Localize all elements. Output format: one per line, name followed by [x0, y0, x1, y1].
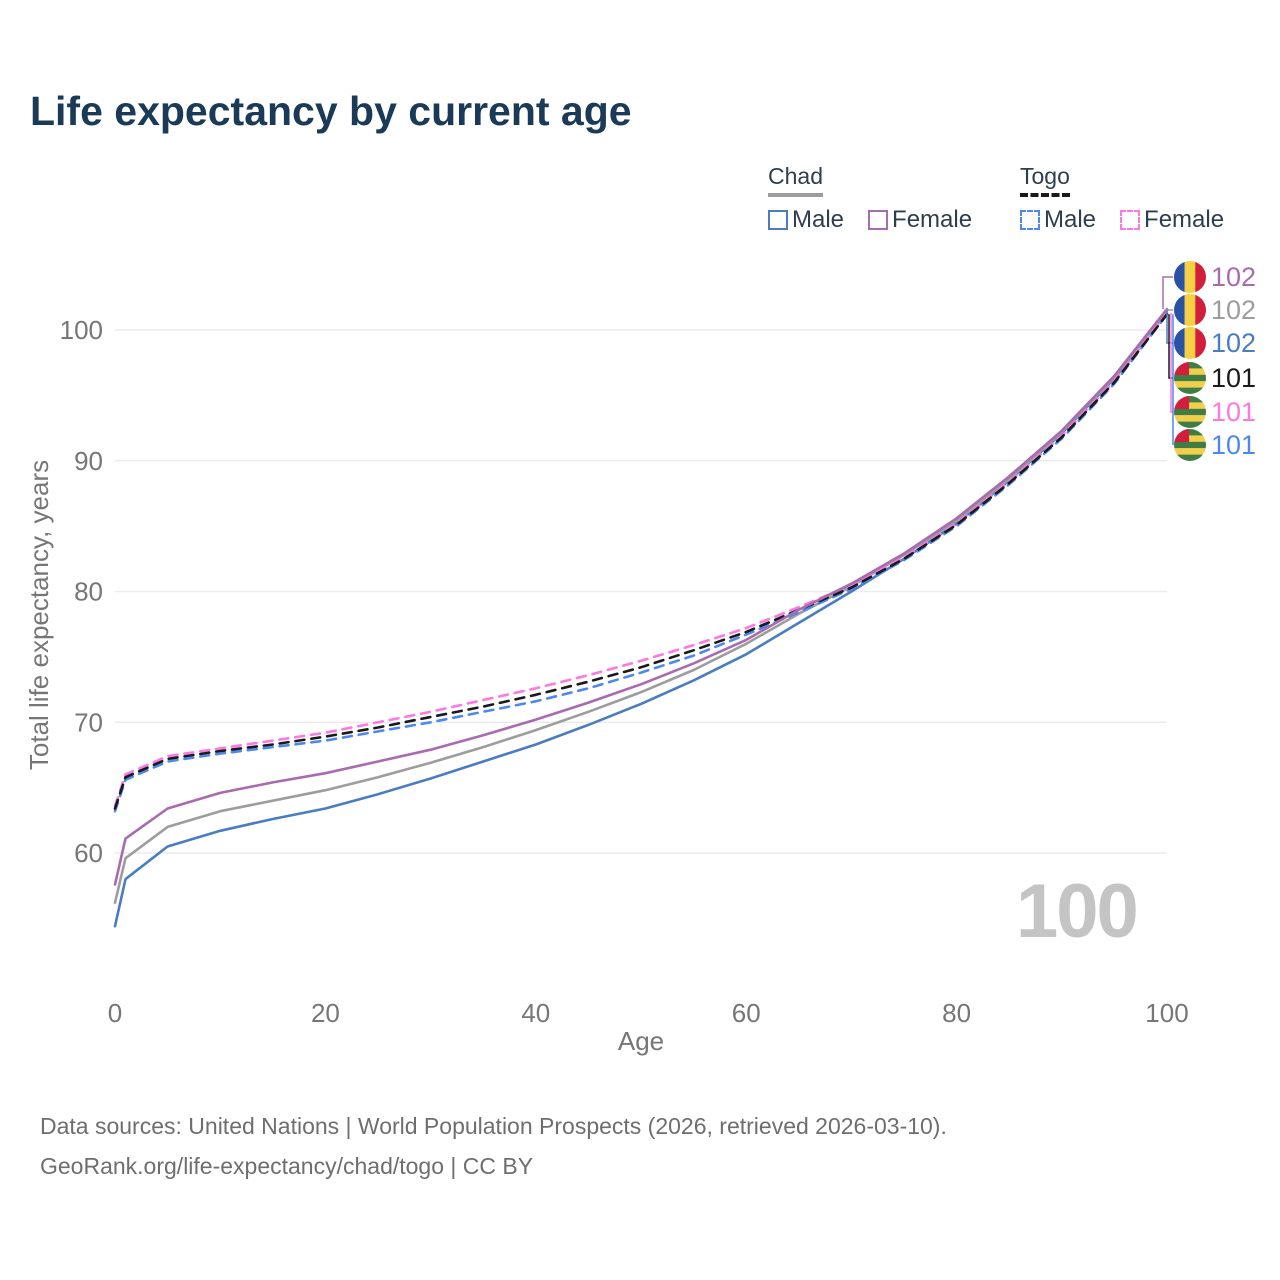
togo-flag-icon: [1174, 362, 1206, 394]
legend-item-label: Female: [1144, 206, 1225, 233]
footer: Data sources: United Nations | World Pop…: [40, 1106, 947, 1186]
legend-header-togo[interactable]: Togo: [1020, 163, 1070, 197]
x-tick-label: 0: [108, 998, 122, 1028]
gridlines-group: [115, 329, 1167, 854]
end-label-value-chad_total: 102: [1211, 295, 1256, 325]
chart-title: Life expectancy by current age: [30, 88, 632, 134]
end-label-value-togo_male: 101: [1211, 430, 1256, 460]
end-label-value-togo_total: 101: [1211, 363, 1256, 393]
x-tick-label: 40: [521, 998, 550, 1028]
x-tick-label: 60: [732, 998, 761, 1028]
chad-flag-icon: [1174, 261, 1206, 293]
watermark-age-counter: 100: [1016, 869, 1139, 954]
end-label-leader: [1166, 310, 1173, 344]
legend-group-togo: Togo Male Female: [1020, 163, 1224, 234]
x-tick-label: 80: [942, 998, 971, 1028]
axis-labels-group: 60 70 80 90 100 0 20 40 60 80 100: [60, 315, 1189, 1028]
data-sources-line: Data sources: United Nations | World Pop…: [40, 1113, 947, 1139]
legend-item-label: Male: [1044, 206, 1097, 233]
togo-male-swatch-icon: [1020, 210, 1040, 230]
legend-item-togo-male[interactable]: Male: [1020, 206, 1096, 234]
series-line-chad_male: [113, 309, 1169, 928]
legend-item-label: Male: [792, 206, 845, 233]
y-tick-label: 90: [74, 446, 103, 476]
y-tick-label: 60: [74, 838, 103, 868]
attribution-line: GeoRank.org/life-expectancy/chad/togo | …: [40, 1153, 534, 1179]
chad-flag-icon: [1174, 327, 1206, 359]
chad-female-swatch-icon: [868, 210, 889, 230]
legend-group-chad: Chad Male Female: [768, 163, 972, 234]
series-line-chad_total: [113, 309, 1169, 905]
x-tick-label: 20: [311, 998, 340, 1028]
x-tick-label: 100: [1145, 998, 1188, 1028]
chad-male-swatch-icon: [768, 210, 788, 230]
togo-flag-icon: [1174, 396, 1206, 428]
end-label-value-chad_male: 102: [1211, 328, 1256, 358]
chad-flag-icon: [1174, 294, 1206, 326]
x-axis-title: Age: [618, 1026, 664, 1056]
y-axis-title: Total life expectancy, years: [24, 460, 54, 770]
legend-header-chad[interactable]: Chad: [768, 163, 823, 197]
legend: Chad Male Female Togo Male Female: [0, 163, 1280, 243]
togo-flag-icon: [1174, 429, 1206, 461]
end-label-value-chad_female: 102: [1211, 262, 1256, 292]
togo-female-swatch-icon: [1120, 210, 1141, 230]
y-tick-label: 80: [74, 577, 103, 607]
y-tick-label: 100: [60, 315, 103, 345]
legend-item-chad-female[interactable]: Female: [868, 206, 972, 234]
legend-row-chad: Male Female: [768, 206, 972, 234]
series-line-togo_female: [113, 311, 1169, 808]
end-label-value-togo_female: 101: [1211, 397, 1256, 427]
legend-row-togo: Male Female: [1020, 206, 1224, 234]
series-group: [113, 307, 1169, 928]
legend-item-label: Female: [892, 206, 973, 233]
series-line-chad_female: [113, 307, 1169, 886]
end-label-leader: [1162, 276, 1173, 310]
y-tick-label: 70: [74, 707, 103, 737]
legend-item-togo-female[interactable]: Female: [1120, 206, 1224, 234]
series-line-togo_total: [113, 312, 1169, 810]
series-line-togo_male: [113, 312, 1169, 813]
legend-item-chad-male[interactable]: Male: [768, 206, 844, 234]
